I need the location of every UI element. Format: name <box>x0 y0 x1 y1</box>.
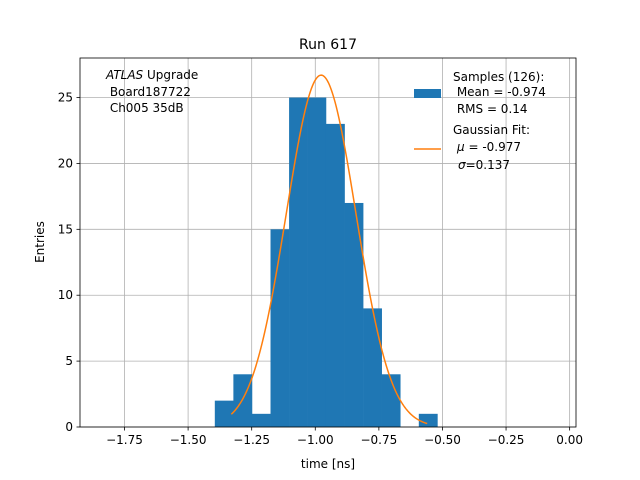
svg-text:σ=0.137: σ=0.137 <box>458 158 510 172</box>
x-tick-label: −1.25 <box>233 433 270 447</box>
svg-text:ATLAS Upgrade: ATLAS Upgrade <box>105 68 198 82</box>
histogram-bar <box>344 202 364 427</box>
chart-title: Run 617 <box>299 37 357 53</box>
histogram-bar <box>418 413 438 427</box>
histogram-bar <box>325 123 345 428</box>
legend-fit-title: Gaussian Fit: <box>453 123 530 137</box>
x-tick-label: −1.75 <box>106 433 143 447</box>
histogram-bar <box>214 400 234 427</box>
histogram-bar <box>381 374 401 427</box>
legend-fit-mu-value: = -0.977 <box>465 140 521 154</box>
y-tick-label: 20 <box>58 156 73 170</box>
histogram-bar <box>251 413 271 427</box>
histogram-bar <box>363 308 382 427</box>
y-axis-ticks: 0 5 10 15 20 25 <box>58 91 80 434</box>
x-tick-label: −0.50 <box>424 433 461 447</box>
atlas-annotation: ATLAS Upgrade Board187722 Ch005 35dB <box>105 68 198 115</box>
annotation-upgrade: Upgrade <box>143 68 198 82</box>
y-tick-label: 5 <box>65 354 73 368</box>
plot-frame <box>79 57 577 428</box>
legend-fit-sigma-value: =0.137 <box>466 158 510 172</box>
annotation-experiment: ATLAS <box>105 68 144 82</box>
annotation-board: Board187722 <box>106 85 191 99</box>
histogram-bar <box>270 229 290 427</box>
legend-samples-mean: Mean = -0.974 <box>453 85 546 99</box>
legend-samples-rms: RMS = 0.14 <box>453 102 528 116</box>
x-tick-label: −1.50 <box>170 433 207 447</box>
y-tick-label: 10 <box>58 288 73 302</box>
legend-fit-sigma-symbol: σ <box>458 158 466 172</box>
legend-samples-swatch <box>414 89 441 98</box>
y-tick-label: 25 <box>58 91 73 105</box>
legend: Samples (126): Mean = -0.974 RMS = 0.14 … <box>414 70 546 172</box>
x-tick-label: −0.25 <box>488 433 525 447</box>
histogram-bars <box>214 97 438 428</box>
legend-fit-mu-symbol: μ <box>456 140 465 154</box>
gaussian-fit-curve <box>230 74 428 425</box>
x-tick-label: 0.00 <box>556 433 583 447</box>
y-tick-label: 15 <box>58 222 73 236</box>
histogram-bar <box>307 97 327 428</box>
histogram-bar <box>233 374 253 427</box>
svg-text:μ = -0.977: μ = -0.977 <box>456 140 521 154</box>
annotation-channel: Ch005 35dB <box>106 101 184 115</box>
x-axis-title: time [ns] <box>301 457 355 471</box>
y-tick-label: 0 <box>65 420 73 434</box>
x-axis-ticks: −1.75 −1.50 −1.25 −1.00 −0.75 −0.50 −0.25 0.00 <box>106 427 583 447</box>
legend-samples-title: Samples (126): <box>453 70 544 84</box>
x-tick-label: −0.75 <box>360 433 397 447</box>
x-tick-label: −1.00 <box>297 433 334 447</box>
histogram-bar <box>289 97 308 428</box>
y-axis-title: Entries <box>33 221 47 263</box>
